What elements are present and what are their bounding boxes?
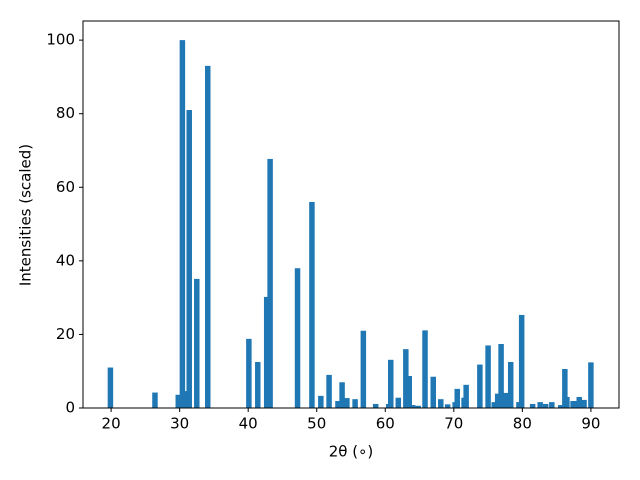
bar [267,158,273,408]
bar [344,398,350,408]
x-tick-label: 90 [581,415,600,433]
bar [339,382,345,408]
bar [372,403,379,408]
bar [352,399,358,408]
bar [263,296,270,408]
bar [542,403,549,408]
bar [430,376,436,408]
bar [438,399,444,408]
y-tick-label: 80 [56,104,75,122]
bar [588,362,594,408]
bar [318,395,324,408]
x-tick-label: 50 [307,415,326,433]
y-axis-label: Intensities (scaled) [17,144,35,286]
bar [498,343,504,408]
bar [179,40,186,409]
bar [463,384,469,408]
bar [246,338,252,408]
bar [422,330,428,408]
bar [360,330,367,408]
bar [494,393,501,408]
bar [485,345,491,408]
bar [186,110,192,408]
bar [294,268,301,408]
bar [326,374,332,408]
bar [507,362,514,408]
bar [557,405,564,408]
bar [175,394,182,408]
bar [309,201,315,408]
bar [477,364,483,408]
bar [403,349,409,408]
bar [576,396,582,408]
y-tick-label: 100 [46,31,75,49]
bar [388,359,394,408]
bar [444,404,451,408]
x-tick-label: 40 [239,415,258,433]
bar [406,375,413,408]
bar [562,369,568,408]
bar [573,401,579,408]
x-tick-label: 30 [170,415,189,433]
y-tick-label: 0 [65,399,75,417]
y-tick-label: 60 [56,178,75,196]
bar [182,391,188,408]
bar [107,367,114,408]
bar [194,278,200,408]
bar [152,392,158,408]
bar [537,402,543,408]
bar [415,405,421,408]
bar [491,402,497,408]
x-axis-label: 2θ (∘) [329,443,374,461]
bar [409,405,416,408]
bar [549,402,555,408]
y-tick-label: 20 [56,325,75,343]
bar [395,397,402,408]
bar [454,388,460,408]
y-tick-label: 40 [56,251,75,269]
bar [518,314,525,408]
x-tick-label: 20 [102,415,121,433]
x-tick-label: 80 [513,415,532,433]
x-tick-label: 60 [376,415,395,433]
bar [503,392,509,408]
bar [564,396,570,408]
bar [581,399,587,408]
bar [529,403,536,408]
axes-frame [82,20,620,409]
bar [205,65,211,409]
bar [335,401,341,408]
bar [255,362,261,408]
x-tick-label: 70 [444,415,463,433]
